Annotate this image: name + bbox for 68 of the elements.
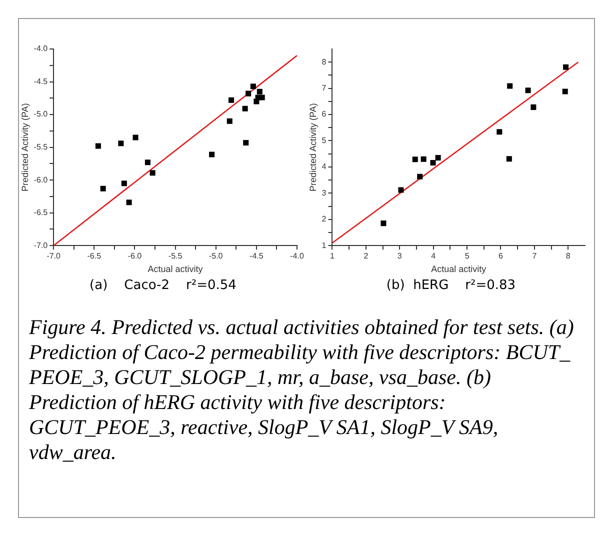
point bbox=[417, 174, 423, 180]
x-tick-label: -4.5 bbox=[250, 252, 264, 261]
y-axis-title: Predicted Activity (PA) bbox=[308, 103, 318, 192]
x-tick-label: -6.0 bbox=[128, 252, 142, 261]
y-tick-label: 2 bbox=[322, 214, 327, 224]
point bbox=[562, 88, 568, 94]
point bbox=[506, 156, 512, 162]
point bbox=[256, 88, 262, 94]
point bbox=[420, 156, 426, 162]
x-axis-title: Actual activity bbox=[431, 264, 487, 274]
caption: Figure 4. Predicted vs. actual activities obtained for test sets. (a) Prediction of Caco-2 permeability with five descriptors: BCUT_ PEOE_3, GCUT_SLOGP_1, mr, a_base, vsa_base. (b) Prediction of hERG activity with five descriptors: GCUT_PEOE_3, reactive, SlogP_V SA1, SlogP_V SA9, vdw_area. bbox=[29, 315, 575, 465]
point bbox=[243, 140, 249, 146]
y-tick-label: -6.5 bbox=[34, 208, 48, 218]
y-axis-title: Predicted Activity (PA) bbox=[20, 103, 30, 192]
point bbox=[412, 156, 418, 162]
point bbox=[209, 152, 215, 158]
point bbox=[242, 106, 248, 112]
point bbox=[118, 140, 124, 146]
point bbox=[496, 129, 502, 135]
y-tick-label: 1 bbox=[322, 240, 327, 250]
x-tick-label: -5.0 bbox=[208, 252, 224, 261]
point bbox=[430, 160, 436, 166]
point bbox=[228, 97, 234, 103]
x-tick-label: 3 bbox=[397, 252, 402, 261]
x-tick-label: 1 bbox=[330, 252, 336, 261]
y-tick-label: 8 bbox=[322, 57, 327, 66]
y-tick-label: -4.5 bbox=[34, 76, 48, 86]
point bbox=[507, 83, 513, 89]
point bbox=[126, 200, 132, 206]
text: (b) hERG r²=0.83 bbox=[385, 278, 517, 293]
y-tick-label: -7.0 bbox=[34, 240, 48, 250]
x-tick-label: 8 bbox=[566, 252, 571, 261]
y-tick-label: 3 bbox=[322, 188, 327, 198]
point bbox=[380, 220, 386, 226]
y-tick-label: -4.0 bbox=[34, 44, 48, 54]
text: (a) Caco-2 r²=0.54 bbox=[88, 278, 238, 293]
y-tick-label: -5.0 bbox=[34, 110, 48, 119]
y-tick-label: 5 bbox=[322, 136, 327, 145]
point bbox=[121, 180, 127, 186]
point bbox=[246, 90, 252, 96]
x-tick-label: -5.5 bbox=[168, 252, 183, 261]
x-tick-label: -4.0 bbox=[290, 252, 304, 261]
y-tick-label: -6.0 bbox=[34, 175, 48, 184]
point bbox=[525, 88, 531, 94]
point bbox=[132, 134, 138, 140]
point bbox=[259, 94, 265, 100]
x-tick-label: 4 bbox=[431, 252, 436, 261]
y-tick-label: 7 bbox=[322, 84, 327, 93]
y-tick-label: 6 bbox=[322, 110, 327, 119]
point bbox=[226, 118, 232, 124]
y-tick-label: -5.5 bbox=[34, 142, 48, 152]
x-tick-label: -6.5 bbox=[87, 252, 102, 261]
point bbox=[398, 187, 404, 193]
x-axis-title: Actual activity bbox=[148, 264, 204, 274]
y-tick-label: 4 bbox=[322, 162, 327, 172]
x-tick-label: 7 bbox=[532, 252, 538, 261]
point bbox=[250, 84, 256, 90]
x-tick-label: 6 bbox=[498, 252, 504, 261]
point bbox=[100, 186, 106, 192]
point bbox=[435, 155, 441, 161]
x-tick-label: -7.0 bbox=[46, 252, 62, 261]
point bbox=[150, 170, 156, 176]
point bbox=[530, 104, 536, 110]
point bbox=[144, 160, 150, 166]
point bbox=[563, 64, 569, 70]
x-tick-label: 5 bbox=[464, 252, 470, 261]
point bbox=[95, 143, 101, 149]
x-tick-label: 2 bbox=[364, 252, 369, 261]
